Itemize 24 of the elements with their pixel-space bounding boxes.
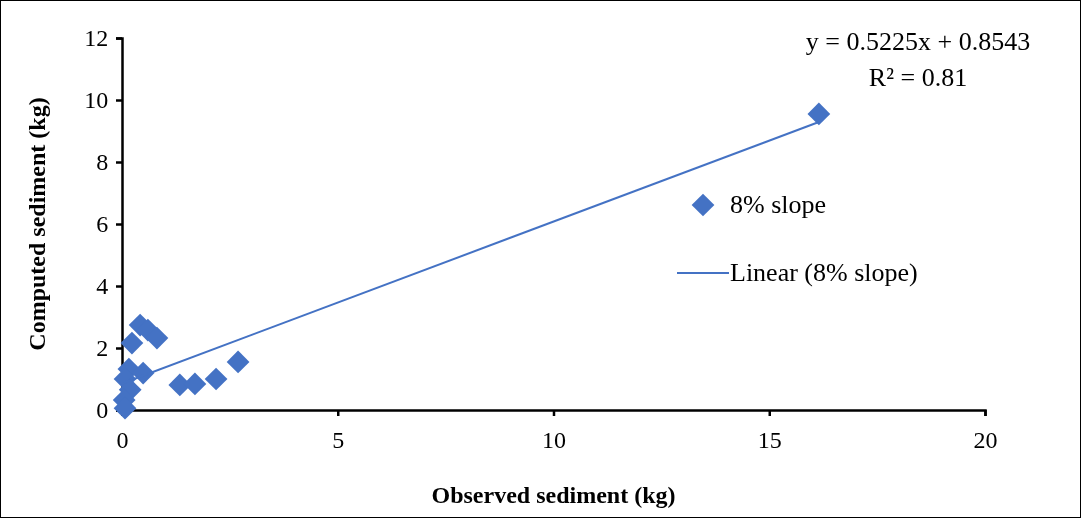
y-tick-label: 2 [96,335,109,362]
y-tick-label: 0 [96,397,109,424]
x-tick-label: 0 [116,426,129,453]
x-tick-label: 5 [332,426,345,453]
legend-label: 8% slope [730,190,827,219]
annotation: R² = 0.81 [868,63,968,92]
point [183,372,207,396]
y-tick-label: 8 [96,149,109,176]
x-tick-label: 20 [973,426,998,453]
y-tick-label: 12 [84,25,109,52]
x-tick-label: 10 [542,426,566,453]
legend-label: Linear (8% slope) [730,258,918,287]
point [807,102,831,126]
point [204,367,228,391]
y-axis-title: Computed sediment (kg) [24,97,50,351]
y-tick-label: 6 [96,211,109,238]
point [120,331,144,355]
y-tick-label: 4 [96,273,109,300]
x-tick-label: 15 [757,426,782,453]
y-tick-label: 10 [84,87,109,114]
point [226,350,250,374]
annotation: y = 0.5225x + 0.8543 [805,27,1031,56]
x-axis-title: Observed sediment (kg) [431,482,676,508]
point [145,326,169,350]
